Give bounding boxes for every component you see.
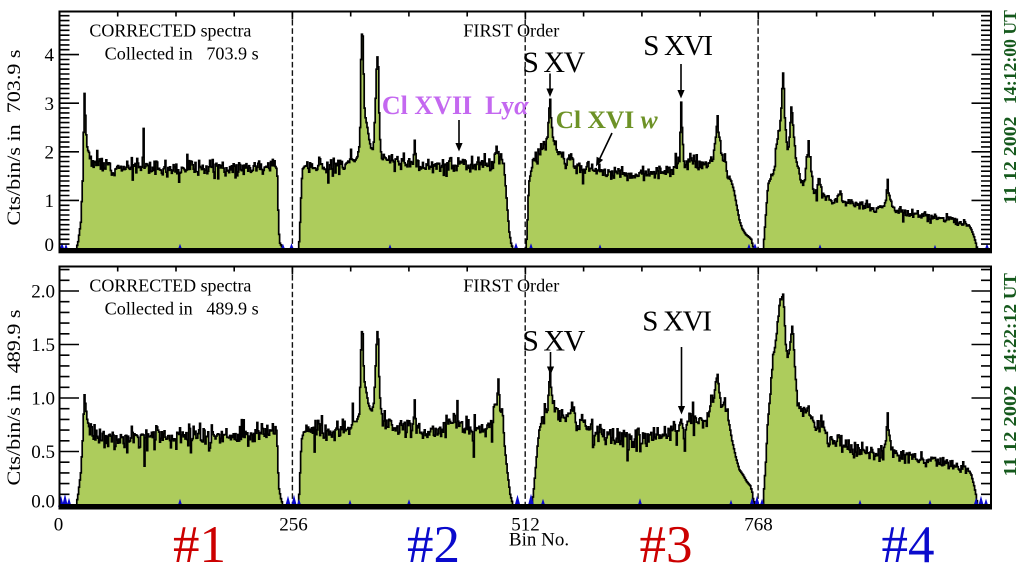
svg-text:0.0: 0.0 [31, 492, 55, 513]
svg-text:1: 1 [45, 191, 55, 212]
svg-text:256: 256 [279, 515, 308, 536]
svg-text:14:12:00 UT: 14:12:00 UT [1000, 10, 1020, 104]
svg-text:FIRST Order: FIRST Order [463, 275, 559, 295]
svg-text:#4: #4 [882, 516, 935, 574]
svg-text:Collected in 703.9 s: Collected in 703.9 s [105, 44, 259, 64]
svg-text:Cts/bin/s in 489.9 s: Cts/bin/s in 489.9 s [4, 310, 25, 486]
svg-text:FIRST Order: FIRST Order [463, 20, 559, 40]
svg-text:#1: #1 [173, 516, 226, 574]
svg-text:2: 2 [45, 142, 55, 163]
svg-text:Cl XVII Lyα: Cl XVII Lyα [382, 91, 529, 120]
svg-text:S XVI: S XVI [643, 30, 712, 62]
svg-text:Cl XVI w: Cl XVI w [556, 105, 659, 134]
svg-text:2.0: 2.0 [31, 282, 55, 303]
svg-text:1.5: 1.5 [31, 335, 55, 356]
svg-text:Collected in 489.9 s: Collected in 489.9 s [105, 299, 259, 319]
svg-text:#2: #2 [407, 516, 460, 574]
svg-text:S XV: S XV [522, 46, 585, 79]
svg-text:Cts/bin/s in 703.9 s: Cts/bin/s in 703.9 s [4, 49, 25, 225]
svg-text:CORRECTED spectra: CORRECTED spectra [89, 20, 251, 40]
svg-text:768: 768 [744, 515, 773, 536]
svg-text:S XVI: S XVI [642, 306, 711, 338]
svg-text:0.5: 0.5 [31, 442, 55, 463]
svg-text:512: 512 [511, 515, 540, 536]
svg-text:0: 0 [54, 515, 64, 536]
svg-text:1.0: 1.0 [31, 389, 55, 410]
svg-text:CORRECTED spectra: CORRECTED spectra [89, 275, 251, 295]
svg-text:14:22:12 UT: 14:22:12 UT [1000, 273, 1020, 373]
svg-text:11 12 2002: 11 12 2002 [1000, 117, 1020, 205]
svg-text:S XV: S XV [522, 325, 585, 358]
svg-text:Bin No.: Bin No. [509, 530, 569, 551]
svg-text:11 12 2002: 11 12 2002 [1000, 386, 1020, 477]
svg-text:#3: #3 [640, 516, 693, 574]
svg-text:3: 3 [45, 94, 55, 115]
svg-text:4: 4 [45, 45, 55, 66]
svg-text:0: 0 [45, 235, 55, 256]
